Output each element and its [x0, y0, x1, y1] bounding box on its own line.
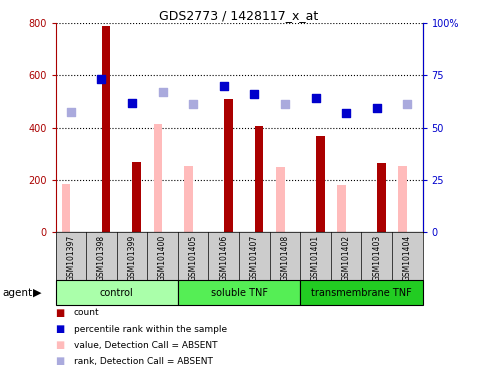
- Bar: [398, 166, 407, 232]
- Bar: [316, 136, 325, 232]
- Text: GSM101403: GSM101403: [372, 235, 381, 281]
- Point: [220, 83, 227, 89]
- Point: [342, 110, 350, 116]
- Point: [159, 89, 167, 96]
- Text: control: control: [100, 288, 134, 298]
- Text: GSM101406: GSM101406: [219, 235, 228, 281]
- Text: GSM101398: GSM101398: [97, 235, 106, 281]
- Text: transmembrane TNF: transmembrane TNF: [311, 288, 412, 298]
- Text: GSM101402: GSM101402: [341, 235, 351, 281]
- Text: soluble TNF: soluble TNF: [211, 288, 268, 298]
- Bar: [132, 162, 141, 232]
- Point: [251, 91, 258, 97]
- Text: agent: agent: [2, 288, 32, 298]
- Bar: [56, 280, 178, 305]
- Point: [67, 109, 75, 115]
- Bar: [62, 184, 71, 232]
- Text: GSM101401: GSM101401: [311, 235, 320, 281]
- Text: ■: ■: [56, 324, 65, 334]
- Bar: [184, 166, 193, 232]
- Text: GSM101399: GSM101399: [128, 235, 137, 281]
- Text: value, Detection Call = ABSENT: value, Detection Call = ABSENT: [74, 341, 217, 350]
- Text: ■: ■: [56, 340, 65, 350]
- Bar: [154, 124, 162, 232]
- Point: [98, 76, 105, 82]
- Text: percentile rank within the sample: percentile rank within the sample: [74, 324, 227, 334]
- Text: rank, Detection Call = ABSENT: rank, Detection Call = ABSENT: [74, 357, 213, 366]
- Bar: [102, 26, 111, 232]
- Text: GSM101404: GSM101404: [403, 235, 412, 281]
- Text: ■: ■: [56, 308, 65, 318]
- Text: GSM101405: GSM101405: [189, 235, 198, 281]
- Bar: [300, 280, 423, 305]
- Point: [373, 105, 381, 111]
- Point: [128, 100, 136, 106]
- Text: GSM101408: GSM101408: [281, 235, 289, 281]
- Bar: [337, 185, 346, 232]
- Text: count: count: [74, 308, 99, 318]
- Text: ▶: ▶: [33, 288, 42, 298]
- Point: [403, 101, 411, 107]
- Bar: [178, 280, 300, 305]
- Bar: [276, 167, 284, 232]
- Text: GSM101407: GSM101407: [250, 235, 259, 281]
- Bar: [255, 126, 263, 232]
- Point: [281, 101, 289, 107]
- Bar: [224, 99, 233, 232]
- Text: GSM101400: GSM101400: [158, 235, 167, 281]
- Point: [189, 101, 197, 107]
- Text: ■: ■: [56, 356, 65, 366]
- Point: [312, 94, 319, 101]
- Text: GSM101397: GSM101397: [66, 235, 75, 281]
- Title: GDS2773 / 1428117_x_at: GDS2773 / 1428117_x_at: [159, 9, 319, 22]
- Bar: [377, 163, 386, 232]
